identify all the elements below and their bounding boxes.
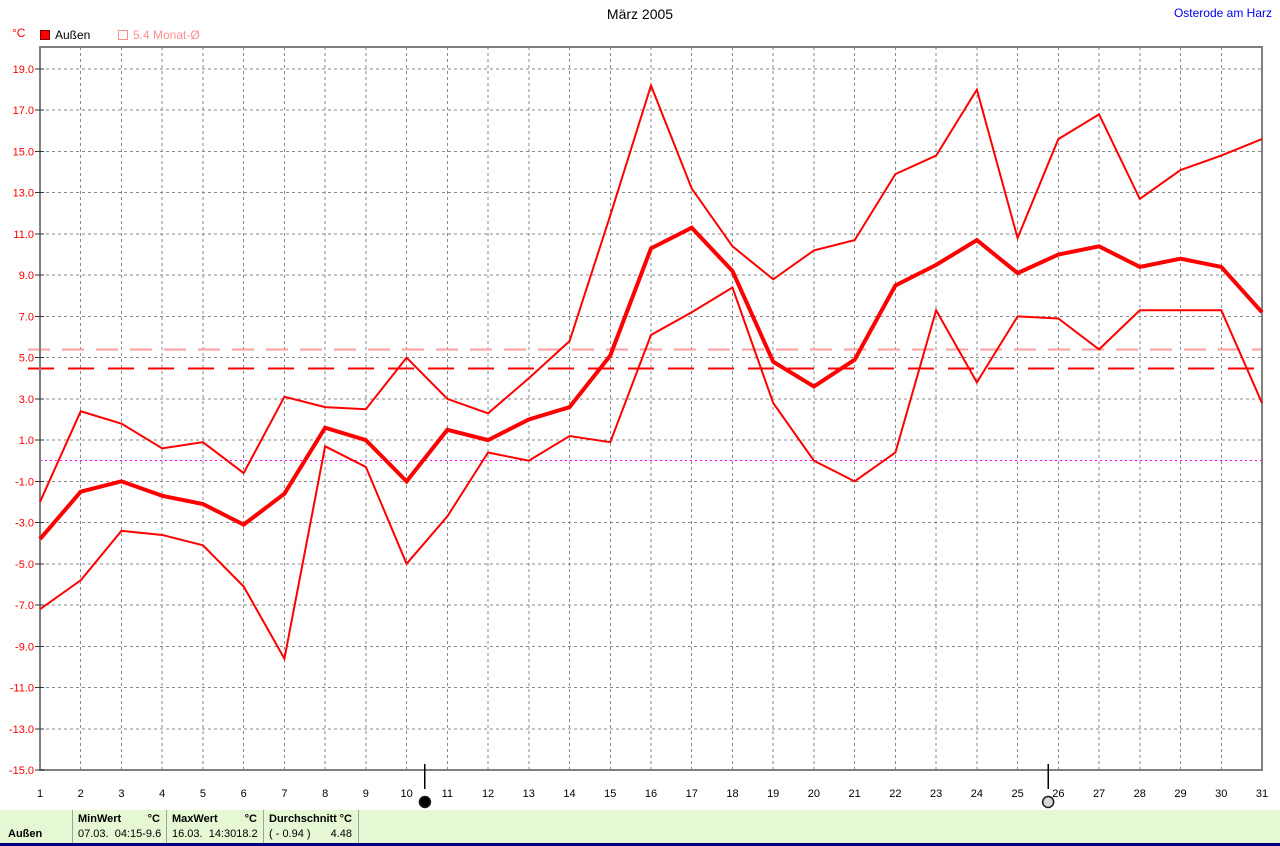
page-title: März 2005: [606, 6, 674, 22]
x-tick-label: 30: [1215, 788, 1227, 800]
x-tick-label: 31: [1256, 788, 1268, 800]
y-tick-label: 9.0: [19, 270, 34, 282]
x-tick-label: 15: [604, 788, 616, 800]
durchschnitt-unit: °C: [339, 813, 352, 825]
minwert-unit: °C: [147, 813, 160, 825]
minwert-value: -9.6: [142, 828, 162, 840]
y-tick-label: 13.0: [13, 188, 34, 200]
x-tick-label: 22: [889, 788, 901, 800]
maxwert-value: 18.2: [236, 828, 258, 840]
x-tick-label: 21: [849, 788, 861, 800]
y-tick-label: 7.0: [19, 311, 34, 323]
y-tick-label: 3.0: [19, 394, 34, 406]
x-tick-label: 29: [1174, 788, 1186, 800]
legend-label-monat: 5.4 Monat-Ø: [133, 28, 200, 42]
plot-border: [39, 46, 1263, 771]
x-tick-label: 26: [1052, 788, 1064, 800]
x-tick-label: 23: [930, 788, 942, 800]
y-tick-label: 5.0: [19, 353, 34, 365]
x-tick-label: 9: [363, 788, 369, 800]
y-tick-label: -3.0: [15, 518, 34, 530]
y-tick-label: 15.0: [13, 146, 34, 158]
y-tick-label: -11.0: [10, 683, 34, 695]
status-bar: Außen MinWert °C 07.03. 04:15 -9.6 MaxWe…: [0, 810, 1280, 843]
x-tick-label: 27: [1093, 788, 1105, 800]
legend-label-aussen: Außen: [55, 28, 91, 42]
status-row-label: Außen: [8, 828, 43, 840]
x-tick-label: 20: [808, 788, 820, 800]
aussen-min-line: [39, 286, 1263, 662]
new-moon-icon: [418, 795, 432, 809]
y-tick-label: 11.0: [13, 229, 34, 241]
full-moon-icon: [1041, 795, 1055, 809]
x-tick-label: 5: [200, 788, 206, 800]
aussen-max-line: [39, 82, 1263, 503]
y-tick-label: -5.0: [15, 559, 34, 571]
status-col-durchschnitt: Durchschnitt °C ( - 0.94 ) 4.48: [263, 810, 358, 843]
status-col-maxwert: MaxWert °C 16.03. 14:30 18.2: [166, 810, 263, 843]
durchschnitt-title: Durchschnitt: [269, 813, 337, 825]
durchschnitt-detail: ( - 0.94 ): [269, 828, 311, 840]
x-tick-label: 12: [482, 788, 494, 800]
status-col-minwert: MinWert °C 07.03. 04:15 -9.6: [72, 810, 166, 843]
y-tick-label: 1.0: [19, 435, 34, 447]
durchschnitt-value: 4.48: [330, 828, 352, 840]
legend-item-aussen: Außen: [40, 28, 90, 42]
x-tick-label: 1: [37, 788, 43, 800]
y-tick-label: -7.0: [15, 600, 34, 612]
x-tick-label: 10: [400, 788, 412, 800]
y-tick-label: -9.0: [15, 641, 34, 653]
maxwert-unit: °C: [244, 813, 257, 825]
x-tick-label: 3: [118, 788, 124, 800]
x-tick-label: 18: [726, 788, 738, 800]
maxwert-datetime: 16.03. 14:30: [172, 828, 237, 840]
x-tick-label: 13: [523, 788, 535, 800]
x-tick-label: 28: [1134, 788, 1146, 800]
x-tick-label: 8: [322, 788, 328, 800]
y-tick-label: 17.0: [13, 105, 34, 117]
y-tick-label: -15.0: [9, 765, 34, 777]
x-tick-label: 2: [78, 788, 84, 800]
aussen-mittel-line: [38, 225, 1264, 541]
status-divider: [72, 810, 73, 843]
x-tick-label: 6: [241, 788, 247, 800]
x-tick-label: 17: [686, 788, 698, 800]
station-name: Osterode am Harz: [1173, 6, 1272, 20]
legend-item-monat: 5.4 Monat-Ø: [118, 28, 200, 42]
x-tick-label: 25: [1011, 788, 1023, 800]
x-tick-label: 11: [442, 788, 453, 800]
x-tick-label: 19: [767, 788, 779, 800]
filled-square-icon: [40, 30, 50, 40]
x-tick-label: 16: [645, 788, 657, 800]
status-divider: [358, 810, 359, 843]
minwert-title: MinWert: [78, 813, 122, 825]
minwert-datetime: 07.03. 04:15: [78, 828, 143, 840]
open-square-icon: [118, 30, 128, 40]
x-tick-label: 24: [971, 788, 983, 800]
y-tick-label: -13.0: [9, 724, 34, 736]
x-tick-label: 14: [563, 788, 575, 800]
y-tick-label: -1.0: [15, 476, 34, 488]
y-tick-label: 19.0: [13, 64, 34, 76]
maxwert-title: MaxWert: [172, 813, 218, 825]
x-tick-label: 4: [159, 788, 165, 800]
window-bottom-strip: [0, 843, 1280, 846]
x-tick-label: 7: [281, 788, 287, 800]
y-axis-unit-label: °C: [12, 26, 26, 40]
status-divider: [263, 810, 264, 843]
status-divider: [166, 810, 167, 843]
